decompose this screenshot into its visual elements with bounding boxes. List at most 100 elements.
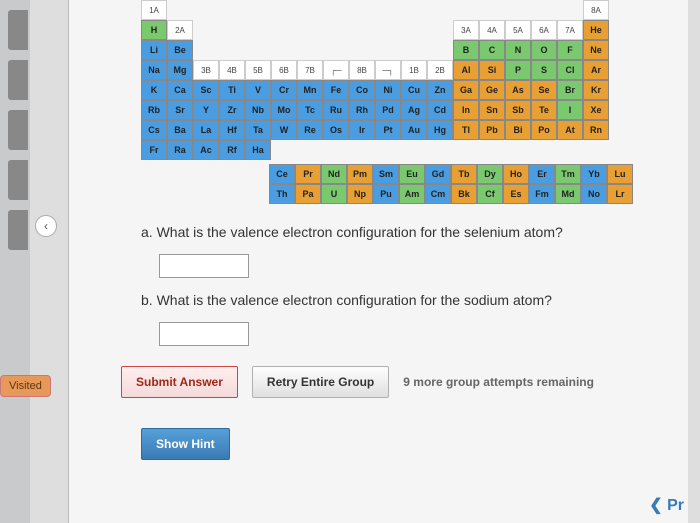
element[interactable]: Po — [531, 120, 557, 140]
element[interactable]: Nd — [321, 164, 347, 184]
element[interactable]: Eu — [399, 164, 425, 184]
element[interactable]: Gd — [425, 164, 451, 184]
element[interactable]: Ti — [219, 80, 245, 100]
element[interactable]: Rn — [583, 120, 609, 140]
element[interactable]: Se — [531, 80, 557, 100]
element[interactable]: Fe — [323, 80, 349, 100]
element[interactable]: Fr — [141, 140, 167, 160]
element[interactable]: Li — [141, 40, 167, 60]
element[interactable]: V — [245, 80, 271, 100]
element[interactable]: Pm — [347, 164, 373, 184]
sidebar-tab[interactable] — [8, 60, 28, 100]
sidebar-tab[interactable] — [8, 110, 28, 150]
retry-button[interactable]: Retry Entire Group — [252, 366, 389, 398]
element[interactable]: Sn — [479, 100, 505, 120]
element[interactable]: Os — [323, 120, 349, 140]
element[interactable]: I — [557, 100, 583, 120]
element[interactable]: Cm — [425, 184, 451, 204]
element[interactable]: U — [321, 184, 347, 204]
element[interactable]: Er — [529, 164, 555, 184]
element[interactable]: Bi — [505, 120, 531, 140]
element[interactable]: Lr — [607, 184, 633, 204]
element[interactable]: Pu — [373, 184, 399, 204]
element[interactable]: Zn — [427, 80, 453, 100]
element[interactable]: Kr — [583, 80, 609, 100]
element[interactable]: P — [505, 60, 531, 80]
element[interactable]: Tm — [555, 164, 581, 184]
element[interactable]: Be — [167, 40, 193, 60]
element[interactable]: Ni — [375, 80, 401, 100]
element[interactable]: Mo — [271, 100, 297, 120]
element[interactable]: Pd — [375, 100, 401, 120]
answer-input-b[interactable] — [159, 322, 249, 346]
element[interactable]: Tc — [297, 100, 323, 120]
element[interactable]: Yb — [581, 164, 607, 184]
element[interactable]: Cs — [141, 120, 167, 140]
submit-button[interactable]: Submit Answer — [121, 366, 238, 398]
sidebar-tab[interactable] — [8, 160, 28, 200]
collapse-icon[interactable]: ‹ — [35, 215, 57, 237]
element[interactable]: Ir — [349, 120, 375, 140]
element[interactable]: Ga — [453, 80, 479, 100]
element[interactable]: Y — [193, 100, 219, 120]
element[interactable]: Ho — [503, 164, 529, 184]
element[interactable]: Lu — [607, 164, 633, 184]
element[interactable]: Cr — [271, 80, 297, 100]
element[interactable]: Pa — [295, 184, 321, 204]
sidebar-tab[interactable] — [8, 210, 28, 250]
element[interactable]: Sr — [167, 100, 193, 120]
element[interactable]: Na — [141, 60, 167, 80]
element[interactable]: Ge — [479, 80, 505, 100]
element[interactable]: Au — [401, 120, 427, 140]
element[interactable]: Ce — [269, 164, 295, 184]
element[interactable]: Mg — [167, 60, 193, 80]
element-H[interactable]: H — [141, 20, 167, 40]
element[interactable]: Pb — [479, 120, 505, 140]
element[interactable]: Mn — [297, 80, 323, 100]
element[interactable]: Dy — [477, 164, 503, 184]
answer-input-a[interactable] — [159, 254, 249, 278]
element[interactable]: Ta — [245, 120, 271, 140]
element[interactable]: Rb — [141, 100, 167, 120]
element[interactable]: Sc — [193, 80, 219, 100]
element[interactable]: Ar — [583, 60, 609, 80]
element[interactable]: Ne — [583, 40, 609, 60]
element[interactable]: As — [505, 80, 531, 100]
element-He[interactable]: He — [583, 20, 609, 40]
element[interactable]: W — [271, 120, 297, 140]
element[interactable]: Cd — [427, 100, 453, 120]
element[interactable]: Ag — [401, 100, 427, 120]
element[interactable]: Xe — [583, 100, 609, 120]
next-page[interactable]: ❮ Pr — [649, 495, 684, 515]
element[interactable]: Te — [531, 100, 557, 120]
element[interactable]: Ba — [167, 120, 193, 140]
element[interactable]: Sm — [373, 164, 399, 184]
element[interactable]: Fm — [529, 184, 555, 204]
element[interactable]: Re — [297, 120, 323, 140]
sidebar-tab[interactable] — [8, 10, 28, 50]
element[interactable]: Ac — [193, 140, 219, 160]
element[interactable]: Pt — [375, 120, 401, 140]
element[interactable]: Zr — [219, 100, 245, 120]
element[interactable]: Rf — [219, 140, 245, 160]
element[interactable]: Ru — [323, 100, 349, 120]
element[interactable]: At — [557, 120, 583, 140]
element[interactable]: Rh — [349, 100, 375, 120]
element[interactable]: K — [141, 80, 167, 100]
element[interactable]: C — [479, 40, 505, 60]
element[interactable]: No — [581, 184, 607, 204]
element[interactable]: Tl — [453, 120, 479, 140]
element[interactable]: Al — [453, 60, 479, 80]
visited-tab[interactable]: Visited — [0, 375, 51, 397]
element[interactable]: Th — [269, 184, 295, 204]
element[interactable]: F — [557, 40, 583, 60]
element[interactable]: Hg — [427, 120, 453, 140]
element[interactable]: Np — [347, 184, 373, 204]
element[interactable]: N — [505, 40, 531, 60]
element[interactable]: B — [453, 40, 479, 60]
element[interactable]: Si — [479, 60, 505, 80]
element[interactable]: Tb — [451, 164, 477, 184]
element[interactable]: Am — [399, 184, 425, 204]
element[interactable]: Hf — [219, 120, 245, 140]
element[interactable]: Sb — [505, 100, 531, 120]
